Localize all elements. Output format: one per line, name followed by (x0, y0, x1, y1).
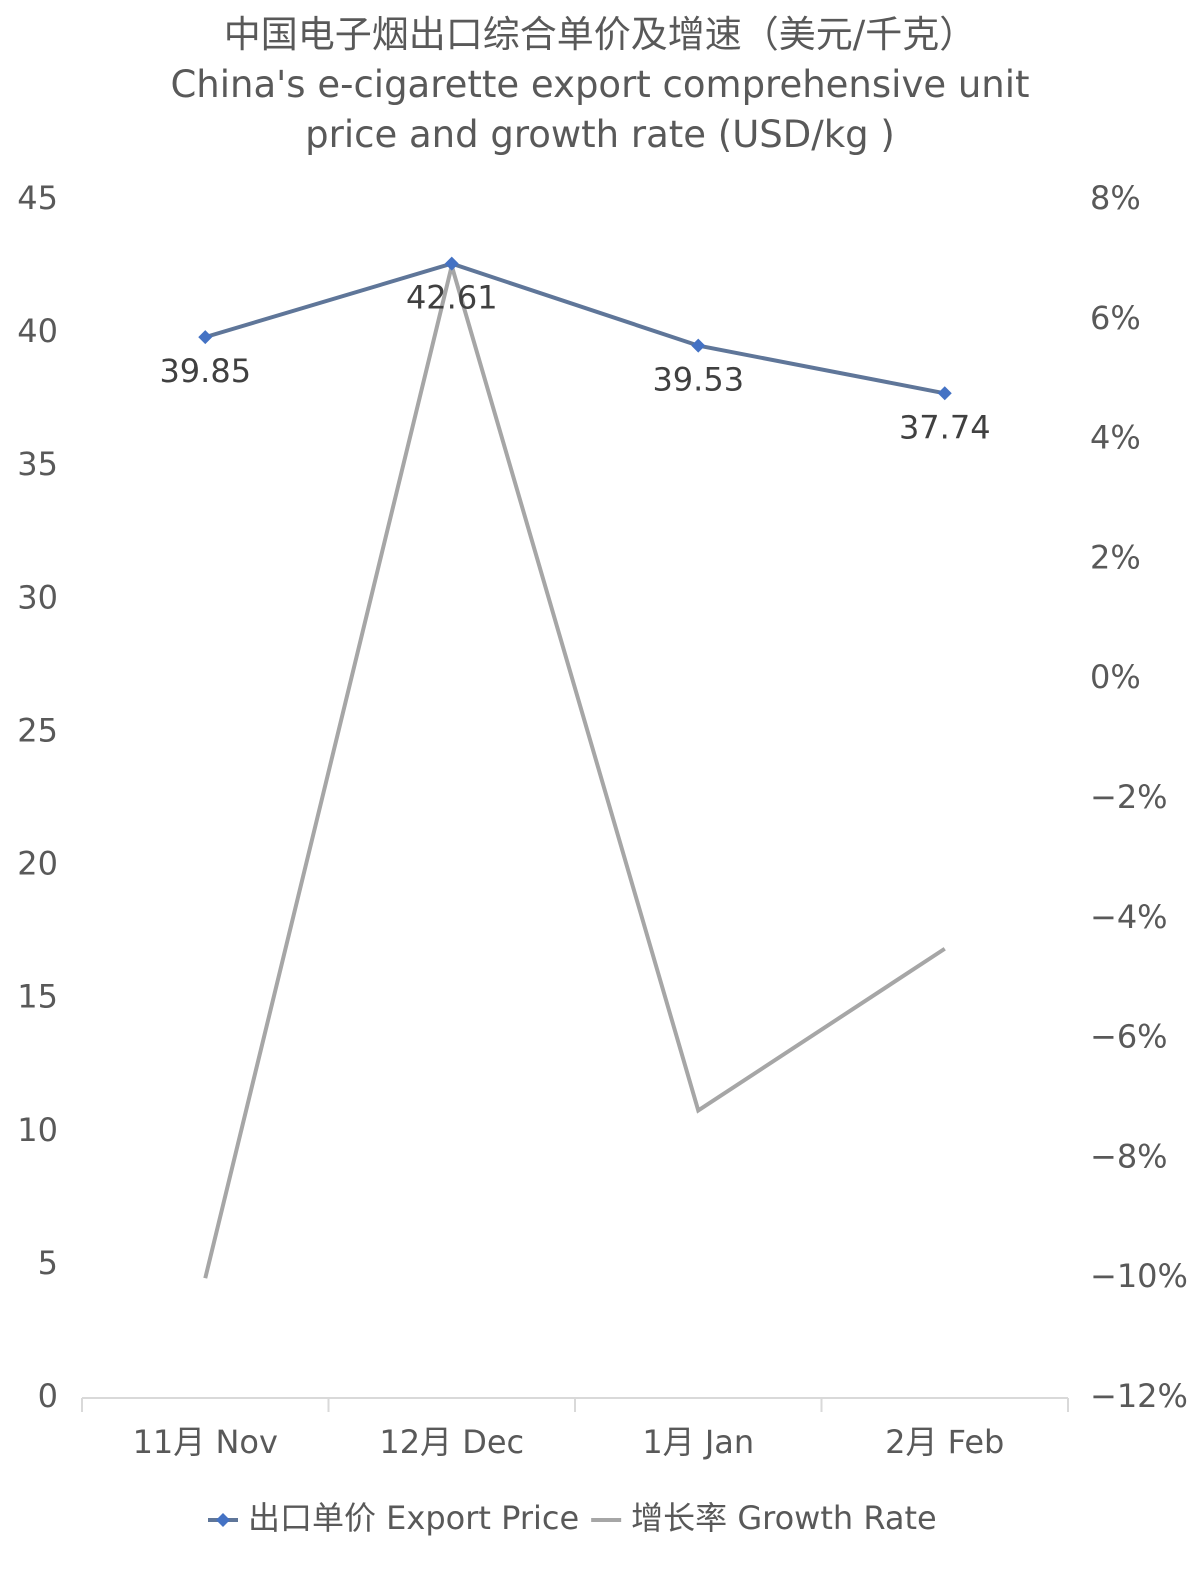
y-tick-label: 10 (17, 1111, 58, 1149)
x-tick-label: 1月 Jan (642, 1423, 754, 1461)
y2-tick-label: 4% (1090, 419, 1141, 457)
data-label: 39.85 (159, 352, 251, 390)
x-tick-label: 12月 Dec (379, 1423, 524, 1461)
y2-tick-label: 6% (1090, 299, 1141, 337)
y-tick-label: 5 (38, 1244, 58, 1282)
titles: 中国电子烟出口综合单价及增速（美元/千克） China's e-cigarett… (100, 10, 1100, 160)
series-line (203, 258, 946, 1279)
y-tick-label: 0 (38, 1377, 58, 1415)
series-line (204, 261, 946, 396)
marker (444, 256, 459, 271)
legend-label: 出口单价 Export Price (248, 1499, 579, 1537)
y2-tick-label: −4% (1090, 898, 1168, 936)
legend-label: 增长率 Growth Rate (631, 1499, 937, 1537)
x-tick-label: 11月 Nov (133, 1423, 278, 1461)
y2-tick-label: 8% (1090, 179, 1141, 217)
y2-tick-label: 0% (1090, 658, 1141, 696)
y2-tick-label: −12% (1090, 1377, 1188, 1415)
y-tick-label: 30 (17, 578, 58, 616)
data-label: 37.74 (899, 408, 991, 446)
data-label: 42.61 (406, 279, 498, 317)
chart-subtitle: China's e-cigarette export comprehensive… (170, 63, 1030, 156)
chart-title: 中国电子烟出口综合单价及增速（美元/千克） (223, 13, 977, 56)
marker (691, 338, 706, 353)
y-tick-label: 25 (17, 711, 58, 749)
y-tick-label: 45 (17, 179, 58, 217)
marker (198, 330, 213, 345)
y-tick-label: 15 (17, 978, 58, 1016)
y-tick-label: 20 (17, 845, 58, 883)
data-label: 39.53 (652, 361, 744, 399)
marker (937, 386, 952, 401)
y-tick-label: 35 (17, 445, 58, 483)
x-tick-label: 2月 Feb (885, 1423, 1004, 1461)
y-tick-label: 40 (17, 312, 58, 350)
legend-marker (216, 1513, 230, 1527)
y2-tick-label: −10% (1090, 1257, 1188, 1295)
y2-tick-label: −8% (1090, 1137, 1168, 1175)
y2-tick-label: −2% (1090, 778, 1168, 816)
y2-tick-label: 2% (1090, 538, 1141, 576)
y2-tick-label: −6% (1090, 1018, 1168, 1056)
